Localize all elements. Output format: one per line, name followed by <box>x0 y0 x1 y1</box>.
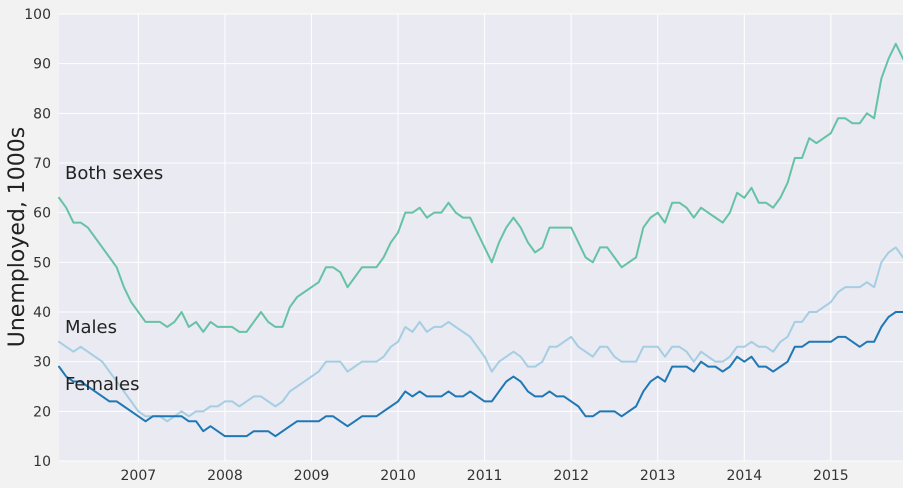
y-tick-label: 20 <box>33 404 51 420</box>
x-axis: 2007 2008 2009 2010 2011 2012 2013 2014 2015 <box>121 468 849 484</box>
grid-lines <box>59 13 903 462</box>
x-tick-label: 2007 <box>121 468 157 484</box>
series-line-both-sexes <box>58 42 903 333</box>
y-tick-label: 70 <box>33 156 51 172</box>
y-tick-label: 30 <box>33 355 51 371</box>
annotation-females: Females <box>65 374 139 395</box>
y-tick-label: 40 <box>33 305 51 321</box>
x-tick-label: 2014 <box>726 468 762 484</box>
series-layer <box>58 42 903 438</box>
annotation-both-sexes: Both sexes <box>65 163 163 184</box>
series-line-males <box>58 246 903 423</box>
x-tick-label: 2011 <box>467 468 503 484</box>
annotation-males: Males <box>65 317 117 338</box>
x-tick-label: 2013 <box>640 468 676 484</box>
annotations: Both sexes Males Females <box>65 163 163 395</box>
x-tick-label: 2015 <box>813 468 849 484</box>
y-tick-label: 10 <box>33 454 51 470</box>
y-tick-label: 60 <box>33 206 51 222</box>
x-tick-label: 2012 <box>553 468 589 484</box>
y-tick-label: 50 <box>33 255 51 271</box>
plot-area <box>59 14 903 461</box>
x-tick-label: 2008 <box>207 468 243 484</box>
y-tick-label: 90 <box>33 57 51 73</box>
y-axis: 10 20 30 40 50 60 70 80 90 100 <box>24 7 51 470</box>
y-tick-label: 100 <box>24 7 51 23</box>
x-tick-label: 2010 <box>380 468 416 484</box>
y-tick-label: 80 <box>33 106 51 122</box>
series-line-females <box>58 311 903 438</box>
y-axis-label: Unemployed, 1000s <box>5 127 30 348</box>
x-tick-label: 2009 <box>294 468 330 484</box>
